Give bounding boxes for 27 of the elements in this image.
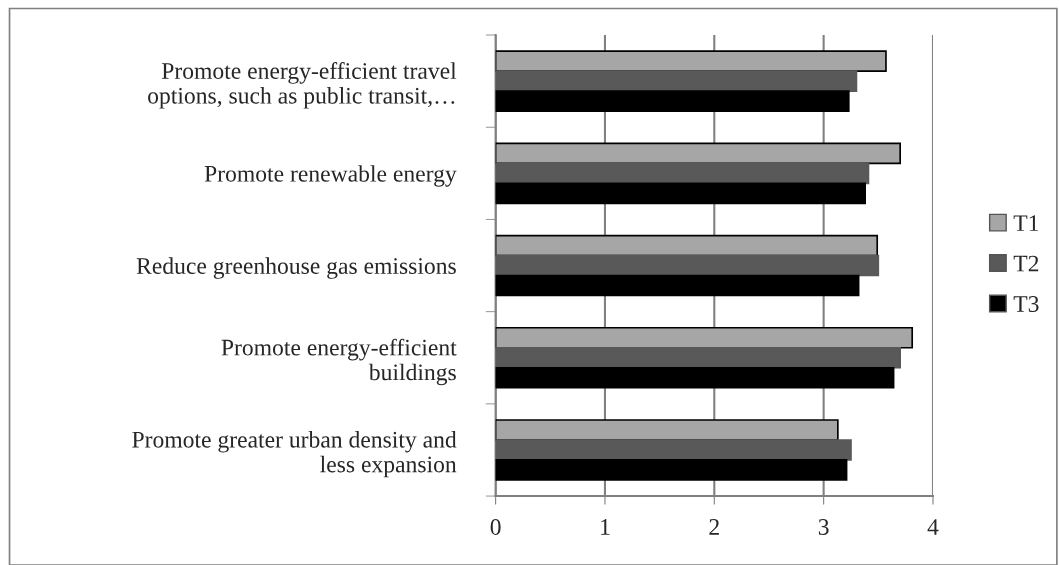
bar [495, 90, 850, 112]
bar [495, 70, 858, 92]
legend-label: T2 [1013, 255, 1039, 272]
x-tick-label: 0 [490, 518, 501, 535]
bar [495, 366, 895, 389]
bar [495, 142, 902, 165]
y-tick-label: Promote renewable energy [204, 165, 457, 187]
bar [495, 234, 879, 257]
x-tick-label: 3 [818, 519, 829, 535]
legend-label: T1 [1013, 215, 1039, 231]
legend-label: T3 [1013, 296, 1039, 312]
y-tick-label: Reduce greenhouse gas emissions [136, 257, 456, 279]
bar [495, 274, 860, 297]
bar [495, 254, 880, 277]
bar [495, 346, 902, 369]
y-tick-label: Promote greater urban density and less expansion [132, 431, 457, 478]
bar [495, 326, 914, 349]
x-tick-label: 4 [927, 519, 939, 535]
x-tick-label: 2 [709, 519, 719, 535]
bar [495, 439, 852, 461]
x-tick-label: 1 [601, 519, 610, 535]
y-tick-label: Promote energy-efficient buildings [221, 338, 457, 386]
bar [495, 419, 839, 441]
y-tick-label: Promote energy-efficient travel options, such as public transit,… [148, 62, 457, 109]
bar [495, 459, 848, 481]
bar [495, 50, 887, 72]
bar [495, 182, 867, 205]
